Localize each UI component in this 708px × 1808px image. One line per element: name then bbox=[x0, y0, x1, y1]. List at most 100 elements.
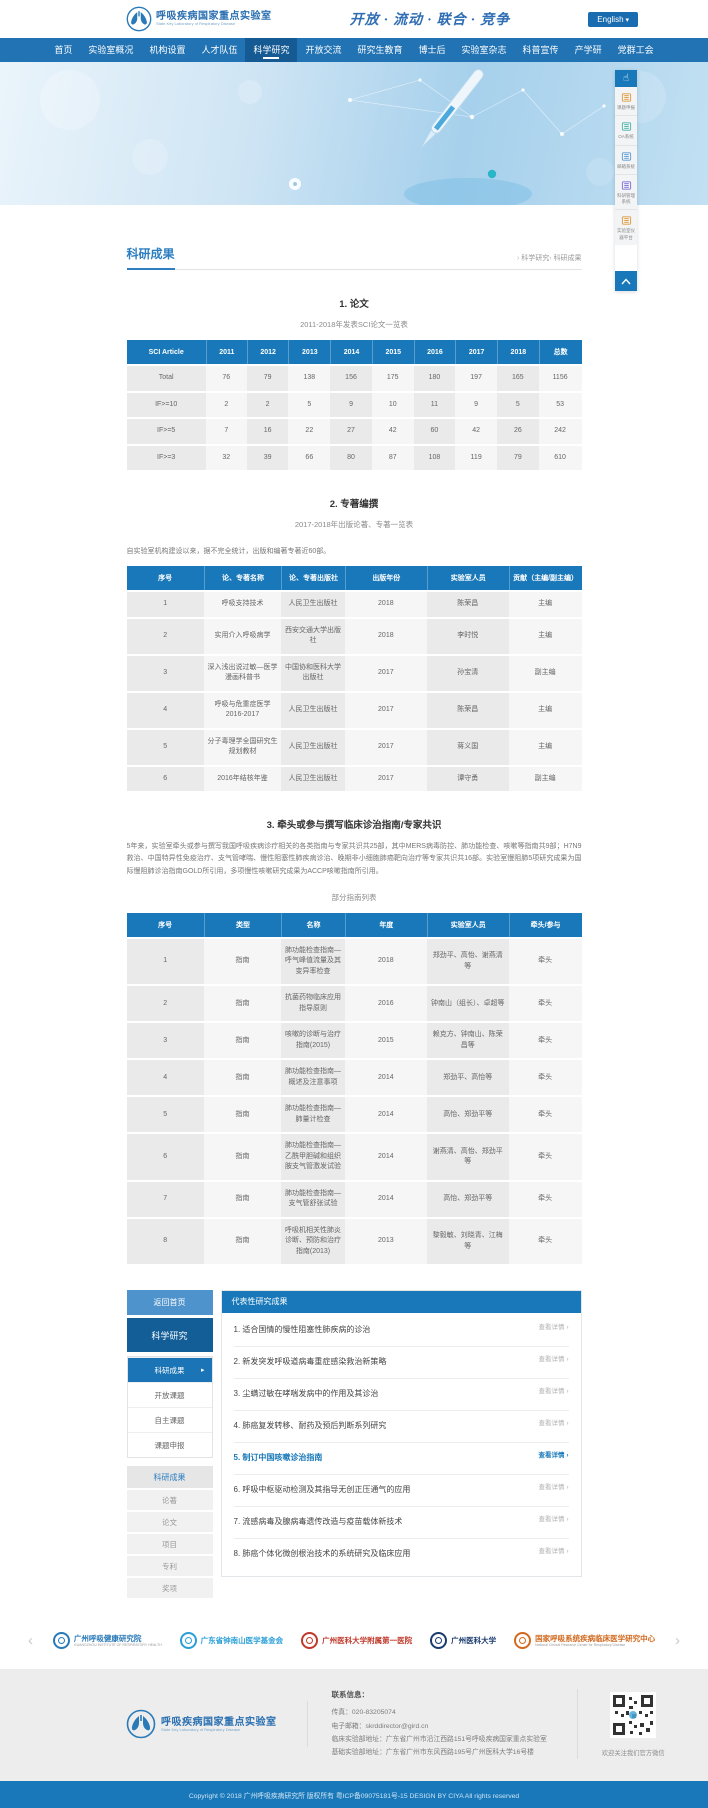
quickbar-item[interactable]: OA系统 bbox=[615, 116, 637, 146]
breadcrumb-link[interactable]: 科研成果 bbox=[549, 255, 581, 262]
nav-link[interactable]: 实验室概况 bbox=[88, 45, 134, 55]
site-logo[interactable]: 呼吸疾病国家重点实验室 State Key Laboratory of Resp… bbox=[126, 6, 272, 32]
result-list-item[interactable]: 4. 肺癌复发转移、耐药及预后判断系列研究 查看详情 bbox=[233, 1411, 569, 1444]
sidebar-sub-item[interactable]: 专利 bbox=[126, 1554, 213, 1576]
table-cell: 76 bbox=[205, 364, 247, 391]
table-cell: 李时悦 bbox=[426, 616, 509, 654]
partner-logo[interactable]: 广东省钟南山医学基金会 bbox=[179, 1632, 283, 1650]
table-row: Total 76 79 138 156 175 180 197 165 1156 bbox=[126, 364, 582, 391]
table-cell: 42 bbox=[371, 417, 414, 444]
carousel-prev-arrow[interactable]: ‹ bbox=[28, 1632, 33, 1650]
hero-banner bbox=[0, 62, 708, 205]
view-details-link[interactable]: 查看详情 bbox=[539, 1481, 569, 1491]
table-cell: 2 bbox=[126, 616, 204, 654]
table-cell: 肺功能检查指南—支气管舒张试验 bbox=[281, 1179, 345, 1217]
language-switch-button[interactable]: English bbox=[588, 11, 638, 27]
sidebar-sub-item[interactable]: 论文 bbox=[126, 1510, 213, 1532]
nav-link[interactable]: 开放交流 bbox=[305, 45, 342, 55]
contact-line: 临床实验部地址：广东省广州市沿江西路151号呼吸疾病国家重点实验室 bbox=[331, 1735, 547, 1743]
nav-link[interactable]: 实验室杂志 bbox=[461, 45, 507, 55]
view-details-link[interactable]: 查看详情 bbox=[539, 1449, 569, 1459]
table-row: 5 指南 肺功能检查指南—肺量计检查 2014 高怡、郑劲平等 牵头 bbox=[126, 1095, 582, 1133]
table-cell: 9 bbox=[330, 390, 372, 417]
sidebar-sub-item[interactable]: 奖项 bbox=[126, 1576, 213, 1598]
breadcrumb-link[interactable]: 科学研究 bbox=[517, 255, 549, 262]
view-details-link[interactable]: 查看详情 bbox=[539, 1545, 569, 1555]
nav-link[interactable]: 科普宣传 bbox=[522, 45, 559, 55]
sidebar-sub-item[interactable]: 项目 bbox=[126, 1532, 213, 1554]
table-cell: 主编 bbox=[508, 727, 582, 765]
sidebar-sub-item[interactable]: 论著 bbox=[126, 1488, 213, 1510]
nav-link[interactable]: 产学研 bbox=[574, 45, 602, 55]
table-cell: 牵头 bbox=[508, 984, 582, 1022]
back-home-button[interactable]: 返回首页 bbox=[126, 1290, 213, 1316]
partner-logo[interactable]: 广州医科大学 bbox=[430, 1632, 496, 1650]
view-details-link[interactable]: 查看详情 bbox=[539, 1513, 569, 1523]
carousel-next-arrow[interactable]: › bbox=[675, 1632, 680, 1650]
quickbar-item[interactable]: 科研管理系统 bbox=[615, 175, 637, 211]
table-cell: 蒋义国 bbox=[426, 727, 509, 765]
nav-link[interactable]: 博士后 bbox=[418, 45, 446, 55]
view-details-link[interactable]: 查看详情 bbox=[539, 1417, 569, 1427]
result-title[interactable]: 1. 适合国情的慢性阻塞性肺疾病的诊治 bbox=[233, 1325, 371, 1335]
view-details-link[interactable]: 查看详情 bbox=[539, 1353, 569, 1363]
table-cell: 陈荣昌 bbox=[426, 590, 509, 617]
sidebar-menu-item[interactable]: 开放课题 bbox=[127, 1382, 212, 1407]
partner-logo[interactable]: 广州医科大学附属第一医院 bbox=[301, 1632, 412, 1650]
table-cell: 197 bbox=[455, 364, 497, 391]
result-list-item[interactable]: 6. 呼吸中枢驱动检测及其指导无创正压通气的应用 查看详情 bbox=[233, 1475, 569, 1508]
view-details-link[interactable]: 查看详情 bbox=[539, 1385, 569, 1395]
quickbar-item[interactable]: 实验室仪器平台 bbox=[615, 210, 637, 245]
footer-contact: 联系信息： 传真：020-83205074 电子邮箱：skrddirector@g… bbox=[308, 1689, 578, 1760]
partner-logo[interactable]: 广州呼吸健康研究院 GUANGZHOU INSTITUTE OF RESPIRA… bbox=[52, 1632, 162, 1650]
table-cell: 242 bbox=[538, 417, 582, 444]
nav-link[interactable]: 首页 bbox=[54, 45, 73, 55]
sidebar-menu-item[interactable]: 课题申报 bbox=[127, 1432, 212, 1457]
result-list-item[interactable]: 7. 流感病毒及腺病毒遗传改造与疫苗载体新技术 查看详情 bbox=[233, 1507, 569, 1540]
nav-link[interactable]: 科学研究 bbox=[245, 38, 298, 62]
result-list-item[interactable]: 2. 新发突发呼吸道病毒重症感染救治新策略 查看详情 bbox=[233, 1347, 569, 1380]
scroll-to-top-button[interactable] bbox=[615, 271, 637, 292]
view-details-link[interactable]: 查看详情 bbox=[539, 1321, 569, 1331]
result-title[interactable]: 7. 流感病毒及腺病毒遗传改造与疫苗载体新技术 bbox=[233, 1517, 403, 1527]
result-title[interactable]: 2. 新发突发呼吸道病毒重症感染救治新策略 bbox=[233, 1357, 387, 1367]
result-title[interactable]: 4. 肺癌复发转移、耐药及预后判断系列研究 bbox=[233, 1421, 387, 1431]
table-cell: 2017 bbox=[344, 653, 427, 691]
sidebar-menu-item[interactable]: 自主课题 bbox=[127, 1407, 212, 1432]
result-title[interactable]: 8. 肺癌个体化微创根治技术的系统研究及临床应用 bbox=[233, 1549, 411, 1559]
sidebar-section-title[interactable]: 科学研究 bbox=[126, 1318, 213, 1353]
column-header: 论、专著名称 bbox=[203, 566, 282, 590]
nav-link[interactable]: 人才队伍 bbox=[201, 45, 238, 55]
table-cell: 5 bbox=[126, 727, 204, 765]
results-panel: 代表性研究成果 1. 适合国情的慢性阻塞性肺疾病的诊治 查看详情 2. 新发突发… bbox=[220, 1290, 582, 1578]
result-list-item[interactable]: 8. 肺癌个体化微创根治技术的系统研究及临床应用 查看详情 bbox=[234, 1539, 569, 1570]
result-list-item[interactable]: 3. 尘螨过敏在哮喘发病中的作用及其诊治 查看详情 bbox=[233, 1379, 569, 1412]
result-title[interactable]: 3. 尘螨过敏在哮喘发病中的作用及其诊治 bbox=[233, 1389, 379, 1399]
result-title[interactable]: 5. 制订中国咳嗽诊治指南 bbox=[233, 1453, 323, 1463]
table-cell: 主编 bbox=[508, 690, 582, 728]
nav-link[interactable]: 党群工会 bbox=[617, 45, 654, 55]
table-cell: 人民卫生出版社 bbox=[281, 690, 345, 728]
result-title[interactable]: 6. 呼吸中枢驱动检测及其指导无创正压通气的应用 bbox=[233, 1485, 411, 1495]
quickbar-item[interactable]: 课题申报 bbox=[615, 87, 637, 117]
table-cell: 2 bbox=[205, 390, 247, 417]
result-list-item[interactable]: 1. 适合国情的慢性阻塞性肺疾病的诊治 查看详情 bbox=[233, 1315, 569, 1348]
table-cell: 10 bbox=[371, 390, 414, 417]
sidebar-sub-title: 科研成果 bbox=[126, 1466, 213, 1489]
result-list-item[interactable]: 5. 制订中国咳嗽诊治指南 查看详情 bbox=[233, 1443, 569, 1476]
hand-pointer-icon[interactable]: ☝ bbox=[615, 70, 637, 87]
table-cell: 西安交通大学出版社 bbox=[281, 616, 345, 654]
partner-emblem-icon bbox=[179, 1632, 197, 1650]
sidebar-menu-item[interactable]: 科研成果 bbox=[127, 1357, 212, 1383]
partner-logo[interactable]: 国家呼吸系统疾病临床医学研究中心 National Clinical Resea… bbox=[514, 1632, 655, 1650]
sidebar-sub-box: 科研成果 论著 论文 项目 专利 奖项 bbox=[126, 1466, 213, 1599]
table-cell: 高怡、郑劲平等 bbox=[426, 1179, 509, 1217]
qr-caption: 欢迎关注我们官方微信 bbox=[601, 1749, 665, 1757]
table-row: 3 指南 咳嗽的诊断与治疗指南(2015) 2015 赖克方、钟南山、陈荣昌等 牵头 bbox=[126, 1021, 582, 1059]
books-table: 序号 论、专著名称 论、专著出版社 出版年份 实验室人员 贡献（主编/副主编） 1 呼吸支持… bbox=[126, 566, 582, 791]
nav-link[interactable]: 研究生教育 bbox=[357, 45, 403, 55]
table-cell: 1156 bbox=[538, 364, 582, 391]
table-row: 6 指南 肺功能检查指南—乙酰甲胆碱和组织胺支气管激发试验 2014 谢燕清、高怡、郑劲… bbox=[126, 1132, 582, 1180]
quickbar-item[interactable]: 邮箱系统 bbox=[615, 146, 637, 175]
nav-link[interactable]: 机构设置 bbox=[149, 45, 186, 55]
